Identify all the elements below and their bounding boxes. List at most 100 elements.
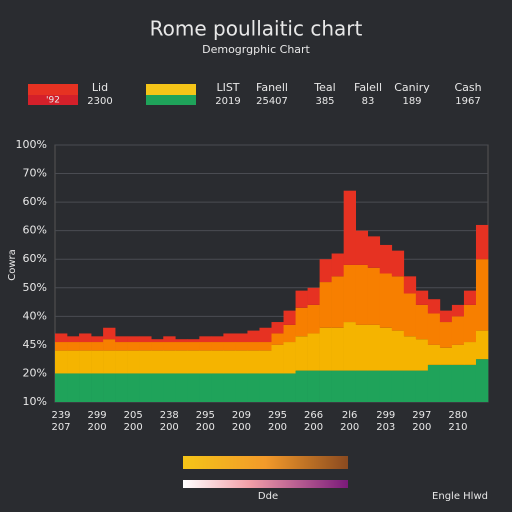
bar-segment	[115, 336, 128, 343]
bar-segment	[463, 342, 477, 365]
bar-segment	[463, 290, 477, 305]
y-tick-label: 60%	[23, 252, 47, 265]
legend-swatch	[28, 95, 78, 105]
x-tick-label: 299 200	[87, 410, 107, 433]
bar-segment	[163, 373, 176, 402]
bar-segment	[451, 344, 465, 365]
legend-value: 25407	[256, 96, 288, 107]
bar-segment	[247, 350, 260, 374]
bar-segment	[271, 373, 284, 402]
bar-segment	[67, 373, 80, 402]
bar-segment	[223, 350, 236, 374]
bar-segment	[367, 236, 381, 268]
chart-subtitle: Demogrgphic Chart	[202, 43, 310, 56]
bar-segment	[295, 307, 308, 337]
x-tick-label: 297 200	[412, 410, 432, 433]
footer-label: Dde	[258, 491, 278, 502]
bar-segment	[223, 333, 236, 343]
bar-segment	[403, 336, 417, 371]
bar-segment	[475, 224, 489, 260]
bar-segment	[199, 350, 212, 374]
bar-segment	[307, 370, 320, 402]
bar-segment	[331, 327, 344, 371]
bar-segment	[79, 333, 92, 343]
bar-segment	[379, 244, 393, 274]
bar-segment	[91, 373, 104, 402]
bar-segment	[103, 339, 116, 351]
bar-segment	[163, 350, 176, 374]
bar-segment	[295, 336, 308, 371]
bar-segment	[259, 342, 272, 351]
bar-segment	[139, 342, 152, 351]
bar-segment	[295, 370, 308, 402]
y-tick-label: 50%	[23, 281, 47, 294]
legend-swatch	[28, 84, 78, 95]
bar-segment	[319, 370, 332, 402]
bar-segment	[283, 324, 296, 343]
bar-segment	[127, 342, 140, 351]
x-tick-label: 280 210	[448, 410, 468, 433]
bar-segment	[439, 310, 453, 323]
bar-segment	[307, 333, 320, 371]
bar-segment	[403, 370, 417, 402]
legend-value: 1967	[455, 96, 480, 107]
bar-segment	[151, 373, 164, 402]
bar-segment	[415, 304, 429, 340]
bar-segment	[283, 373, 296, 402]
x-tick-label: 238 200	[159, 410, 179, 433]
bar-segment	[331, 370, 344, 402]
bar-segment	[475, 359, 489, 402]
legend-label: Cash	[454, 81, 481, 94]
legend-label: Lid	[92, 81, 108, 94]
bar-segment	[247, 342, 260, 351]
bar-segment	[55, 333, 68, 343]
footer-bar	[183, 480, 348, 488]
bar-segment	[199, 336, 212, 343]
bar-segment	[235, 333, 248, 343]
bar-segment	[439, 322, 453, 348]
bar-segment	[403, 276, 417, 294]
bar-segment	[451, 316, 465, 345]
legend-value: 2300	[87, 96, 112, 107]
bar-segment	[451, 364, 465, 402]
y-axis-label: Cowra	[7, 249, 18, 281]
bar-segment	[127, 336, 140, 343]
x-tick-label: 295 200	[267, 410, 288, 433]
bar-segment	[115, 350, 128, 374]
bar-segment	[91, 342, 104, 351]
legend-label: Caniry	[394, 81, 430, 94]
bar-segment	[415, 290, 429, 305]
bar-segment	[427, 313, 441, 345]
bar-segment	[391, 370, 405, 402]
bar-segment	[463, 304, 477, 343]
bar-segment	[235, 373, 248, 402]
bar-segment	[367, 370, 381, 402]
legend-label: Fanell	[256, 81, 288, 94]
bar-segment	[187, 373, 200, 402]
bar-segment	[319, 282, 332, 328]
bar-segment	[139, 373, 152, 402]
bar-segment	[163, 336, 176, 343]
bar-segment	[463, 364, 477, 402]
bar-segment	[343, 264, 356, 323]
bar-segment	[115, 373, 128, 402]
bar-segment	[307, 304, 320, 334]
bar-segment	[379, 327, 393, 371]
bar-segment	[211, 373, 224, 402]
y-tick-label: 45%	[23, 338, 47, 351]
bar-segment	[355, 324, 369, 371]
bar-segment	[127, 373, 140, 402]
bar-segment	[439, 347, 453, 365]
bar-segment	[247, 330, 260, 343]
x-tick-label: 295 200	[195, 410, 215, 433]
bar-segment	[103, 373, 116, 402]
bar-segment	[223, 342, 236, 351]
bar-segment	[79, 373, 92, 402]
bar-segment	[175, 350, 188, 374]
bar-segment	[79, 350, 92, 374]
bar-segment	[367, 324, 381, 371]
bar-segment	[199, 373, 212, 402]
y-tick-label: 10%	[23, 395, 47, 408]
y-tick-label: 60%	[23, 224, 47, 237]
